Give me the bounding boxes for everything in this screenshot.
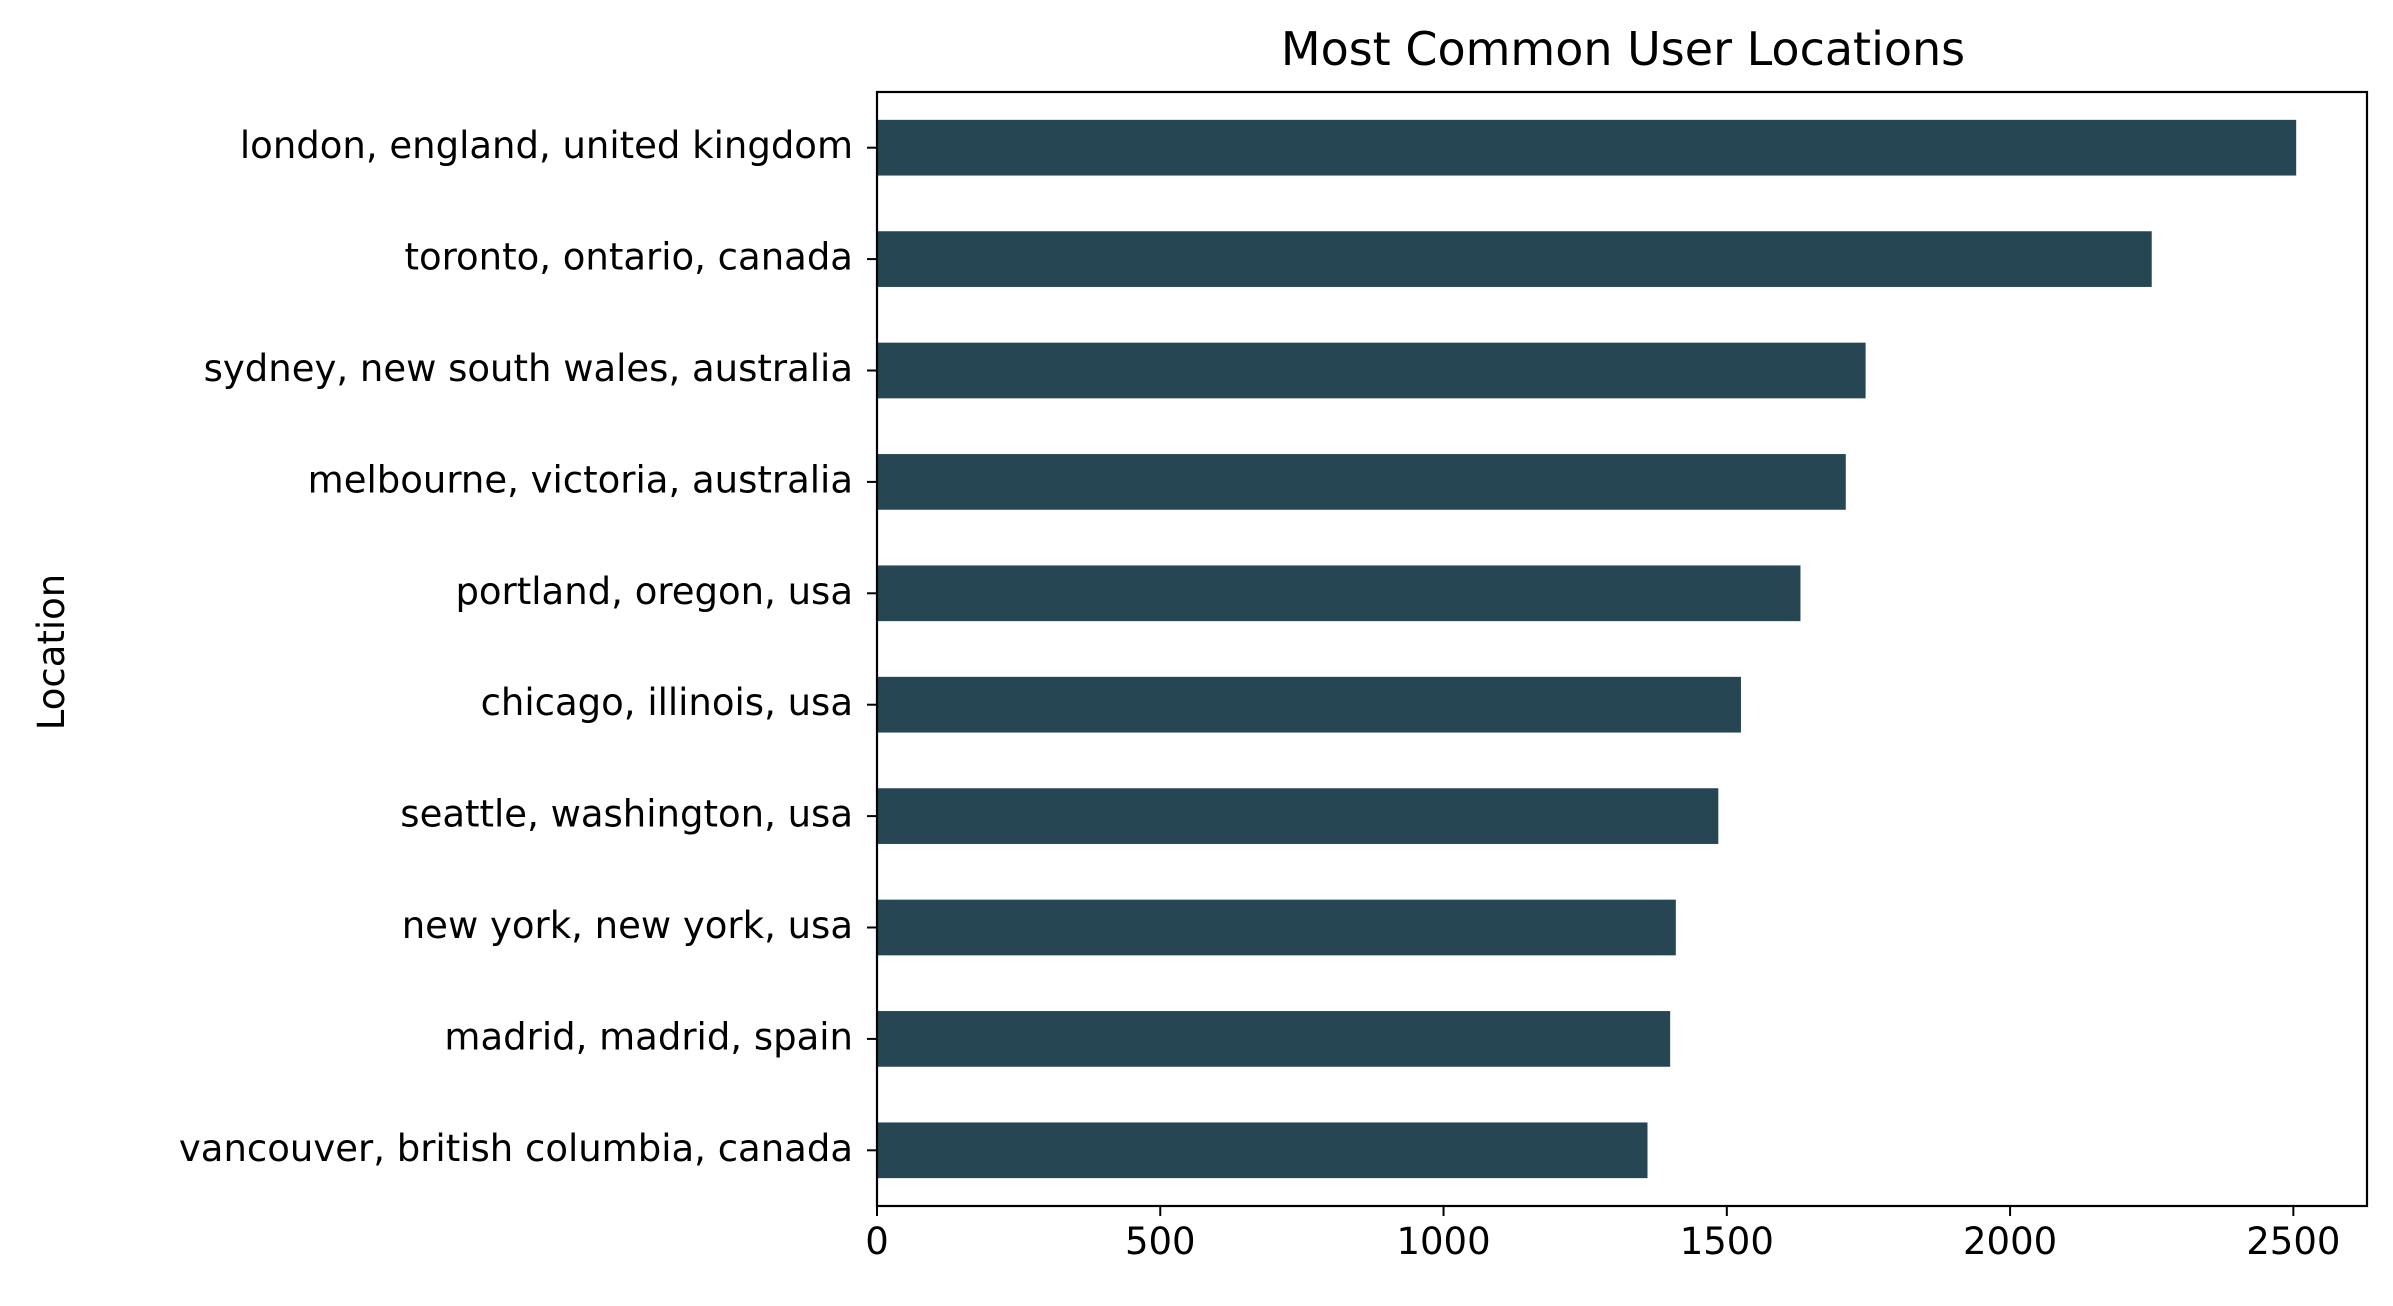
y-tick-label: seattle, washington, usa: [400, 793, 853, 836]
x-tick-label: 1000: [1396, 1220, 1490, 1263]
y-axis-ticks: london, england, united kingdom toronto, …: [179, 124, 877, 1170]
chart-title: Most Common User Locations: [1281, 22, 1965, 76]
y-tick-label: vancouver, british columbia, canada: [179, 1127, 853, 1170]
y-tick-label: melbourne, victoria, australia: [308, 458, 853, 501]
plot-frame: [875, 90, 2369, 1208]
y-tick-label: chicago, illinois, usa: [481, 681, 853, 724]
bar: [877, 565, 1801, 622]
bar: [877, 454, 1846, 510]
bar: [877, 899, 1676, 956]
x-tick-label: 2000: [1963, 1220, 2057, 1263]
y-tick-label: sydney, new south wales, australia: [204, 347, 853, 390]
x-tick-label: 1500: [1680, 1220, 1774, 1263]
bar: [877, 676, 1741, 733]
x-axis-ticks: 0 500 1000 1500 2000 2500: [865, 1206, 2340, 1263]
y-tick-label: london, england, united kingdom: [240, 124, 853, 167]
bar: [877, 231, 2152, 287]
bar: [877, 1122, 1648, 1179]
x-tick-label: 2500: [2246, 1220, 2340, 1263]
bar: [877, 788, 1719, 844]
x-tick-label: 0: [865, 1220, 889, 1263]
y-tick-label: madrid, madrid, spain: [444, 1015, 853, 1058]
y-tick-label: portland, oregon, usa: [455, 570, 853, 613]
bars-group: [877, 119, 2297, 1179]
bar: [877, 119, 2297, 176]
bar: [877, 342, 1866, 399]
y-axis-label: Location: [30, 574, 73, 731]
bar: [877, 1011, 1671, 1067]
x-tick-label: 500: [1125, 1220, 1196, 1263]
y-tick-label: toronto, ontario, canada: [404, 236, 853, 279]
y-tick-label: new york, new york, usa: [402, 904, 853, 947]
